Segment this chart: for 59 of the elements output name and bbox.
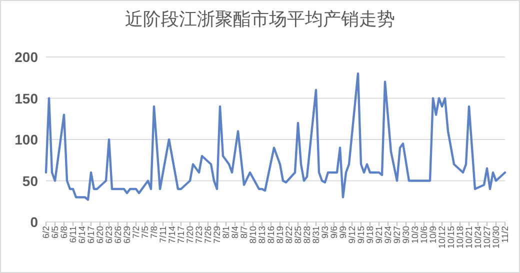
x-tick-label: 9/3 [320,226,330,239]
x-tick-label: 9/24 [383,226,393,244]
x-tick-label: 6/8 [59,226,69,239]
x-tick-label: 8/31 [311,226,321,244]
x-tick-label: 6/5 [50,226,60,239]
x-tick-label: 10/21 [464,226,474,249]
x-tick-label: 6/17 [86,226,96,244]
x-tick-label: 9/30 [401,226,411,244]
x-tick-label: 10/27 [482,226,492,249]
x-tick-label: 7/26 [203,226,213,244]
x-tick-label: 8/25 [293,226,303,244]
x-tick-label: 9/6 [329,226,339,239]
x-tick-label: 9/15 [356,226,366,244]
x-tick-label: 7/29 [212,226,222,244]
x-tick-label: 8/1 [221,226,231,239]
x-tick-label: 9/9 [338,226,348,239]
y-tick-label: 0 [30,214,38,230]
x-tick-label: 8/7 [239,226,249,239]
x-tick-label: 6/11 [68,226,78,243]
x-tick-label: 9/18 [365,226,375,244]
x-tick-label: 10/6 [419,226,429,244]
x-tick-label: 7/14 [167,226,177,244]
x-tick-label: 6/2 [41,226,51,239]
x-tick-label: 7/17 [176,226,186,244]
x-tick-label: 10/9 [428,226,438,244]
x-tick-label: 8/19 [275,226,285,244]
x-tick-label: 7/20 [185,226,195,244]
x-tick-label: 10/30 [491,226,501,249]
y-tick-label: 100 [14,132,38,148]
x-tick-label: 6/26 [113,226,123,244]
x-tick-label: 10/12 [437,226,447,249]
y-tick-label: 200 [14,49,38,65]
y-tick-label: 150 [14,90,38,106]
x-tick-label: 8/22 [284,226,294,244]
x-tick-label: 10/18 [455,226,465,249]
x-tick-label: 6/23 [104,226,114,244]
x-tick-label: 8/28 [302,226,312,244]
y-tick-label: 50 [22,172,38,189]
chart-title: 近阶段江浙聚酯市场平均产销走势 [125,9,395,29]
x-tick-label: 7/2 [131,226,141,239]
x-tick-label: 10/3 [410,226,420,244]
x-tick-label: 6/14 [77,226,87,244]
x-tick-label: 7/23 [194,226,204,244]
x-tick-label: 8/16 [266,226,276,244]
line-series [44,72,506,201]
x-tick-label: 8/13 [257,226,267,244]
x-tick-label: 7/8 [149,226,159,239]
x-tick-label: 8/4 [230,226,240,239]
x-tick-label: 9/27 [392,226,402,244]
x-tick-label: 7/11 [158,226,168,243]
x-tick-label: 6/20 [95,226,105,244]
x-tick-label: 6/29 [122,226,132,244]
x-tick-label: 11/2 [500,226,510,243]
x-tick-label: 10/24 [473,226,483,249]
x-tick-label: 7/5 [140,226,150,239]
x-tick-label: 10/15 [446,226,456,249]
x-tick-label: 9/21 [374,226,384,244]
x-tick-label: 9/12 [347,226,357,244]
x-tick-label: 8/10 [248,226,258,244]
